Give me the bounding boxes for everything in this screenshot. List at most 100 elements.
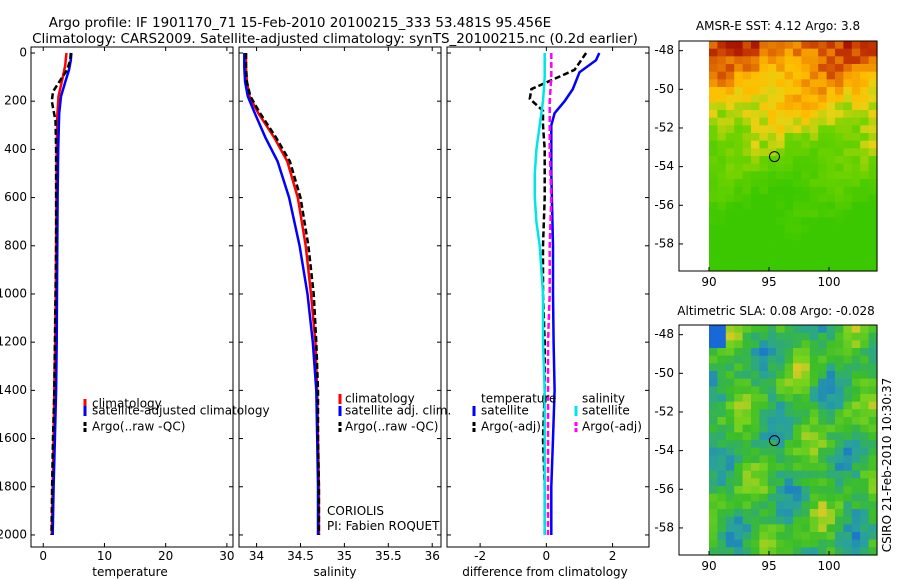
map-cell xyxy=(860,509,870,518)
map-cell xyxy=(717,509,727,518)
map-cell xyxy=(742,202,752,211)
map-cell xyxy=(826,232,836,241)
map-cell xyxy=(784,202,794,211)
map-cell xyxy=(725,79,735,88)
map-cell xyxy=(776,117,786,126)
map-cell xyxy=(851,409,861,418)
map-cell xyxy=(709,94,718,103)
map-cell xyxy=(751,340,760,349)
map-cell xyxy=(809,194,819,203)
map-cell xyxy=(709,532,718,541)
map-cell xyxy=(809,355,819,364)
map-cell xyxy=(860,248,870,257)
map-cell xyxy=(818,133,828,142)
map-cell xyxy=(725,539,735,548)
map-cell xyxy=(751,110,760,119)
map-cell xyxy=(826,209,836,218)
map-cell xyxy=(767,255,777,264)
map-cell xyxy=(784,217,794,226)
map-cell xyxy=(767,470,777,479)
map-cell xyxy=(759,355,769,364)
map-cell xyxy=(776,371,786,380)
map-cell xyxy=(860,125,870,134)
map-cell xyxy=(826,363,836,372)
map-cell xyxy=(868,401,878,410)
map-cell xyxy=(851,64,861,73)
map-cell xyxy=(767,110,777,119)
map-cell xyxy=(759,117,769,126)
map-cell xyxy=(751,240,760,249)
map-cell xyxy=(734,547,744,556)
map-cell xyxy=(742,255,752,264)
map-cell xyxy=(835,110,844,119)
map-cell xyxy=(784,409,794,418)
map-cell xyxy=(860,194,870,203)
map-cell xyxy=(725,255,735,264)
sst-map-image xyxy=(709,41,878,272)
map-cell xyxy=(751,378,760,387)
map-cell xyxy=(868,179,878,188)
map-cell xyxy=(868,470,878,479)
argo-location-marker xyxy=(768,435,780,447)
map-cell xyxy=(851,447,861,456)
map-cell xyxy=(860,386,870,395)
map-cell xyxy=(784,355,794,364)
figure-subtitle: Climatology: CARS2009. Satellite-adjuste… xyxy=(32,31,638,47)
map-cell xyxy=(784,209,794,218)
map-y-tick-label: -50 xyxy=(654,82,674,96)
map-cell xyxy=(843,463,853,472)
map-cell xyxy=(725,87,735,96)
map-cell xyxy=(742,470,752,479)
map-cell xyxy=(751,140,760,149)
map-cell xyxy=(742,463,752,472)
map-cell xyxy=(793,440,802,449)
map-cell xyxy=(843,255,853,264)
map-cell xyxy=(793,125,802,134)
map-cell xyxy=(860,87,870,96)
map-cell xyxy=(734,156,744,165)
map-cell xyxy=(801,41,811,50)
map-cell xyxy=(734,225,744,234)
side-stamp: CSIRO 21-Feb-2010 10:30:37 xyxy=(880,378,894,553)
map-cell xyxy=(742,417,752,426)
map-cell xyxy=(826,64,836,73)
map-cell xyxy=(818,79,828,88)
map-cell xyxy=(809,440,819,449)
map-cell xyxy=(784,401,794,410)
map-cell xyxy=(868,440,878,449)
map-cell xyxy=(809,79,819,88)
map-cell xyxy=(776,202,786,211)
map-cell xyxy=(826,386,836,395)
map-cell xyxy=(734,117,744,126)
map-cell xyxy=(826,447,836,456)
map-cell xyxy=(784,110,794,119)
map-cell xyxy=(818,340,828,349)
map-cell xyxy=(835,117,844,126)
map-cell xyxy=(868,371,878,380)
map-cell xyxy=(793,524,802,533)
map-cell xyxy=(843,225,853,234)
map-cell xyxy=(835,470,844,479)
map-cell xyxy=(776,225,786,234)
map-cell xyxy=(801,332,811,341)
sla-map-title: Altimetric SLA: 0.08 Argo: -0.028 xyxy=(677,304,874,318)
map-cell xyxy=(759,133,769,142)
map-cell xyxy=(818,140,828,149)
map-cell xyxy=(868,148,878,157)
map-cell xyxy=(860,332,870,341)
map-cell xyxy=(742,486,752,495)
map-cell xyxy=(725,432,735,441)
map-cell xyxy=(801,478,811,487)
map-cell xyxy=(717,79,727,88)
map-cell xyxy=(851,455,861,464)
map-cell xyxy=(793,386,802,395)
map-cell xyxy=(776,501,786,510)
difference-axes-frame xyxy=(446,46,650,548)
map-cell xyxy=(784,186,794,195)
map-cell xyxy=(835,41,844,50)
map-cell xyxy=(784,102,794,111)
map-cell xyxy=(851,41,861,50)
map-cell xyxy=(793,547,802,556)
map-cell xyxy=(759,48,769,57)
map-cell xyxy=(759,248,769,257)
